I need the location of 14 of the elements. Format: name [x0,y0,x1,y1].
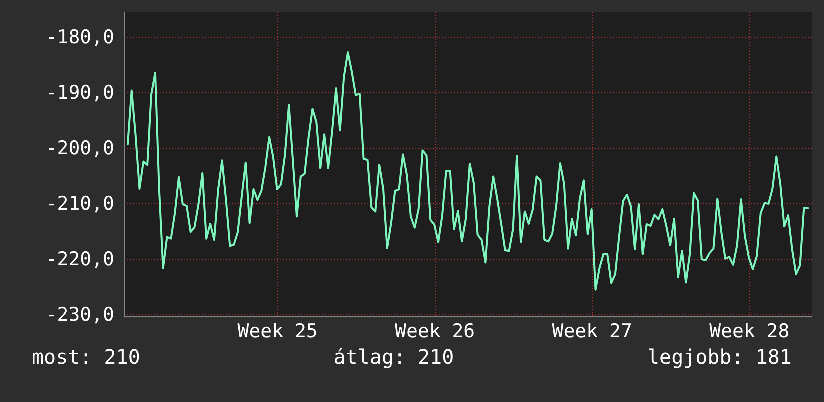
x-tick-label: Week 25 [238,320,318,342]
y-tick-label: -220,0 [46,248,114,270]
y-tick-label: -190,0 [46,82,114,104]
y-tick-label: -200,0 [46,137,114,160]
x-tick-label: Week 27 [552,320,632,342]
y-tick-label: -180,0 [46,26,114,48]
text: átlag: 210 [334,345,454,369]
text: most: 210 [32,345,140,369]
text: legjobb: 181 [647,345,792,369]
y-tick-label: -210,0 [46,192,114,215]
x-tick-label: Week 26 [395,320,476,342]
y-tick-label: -230,0 [46,304,114,326]
x-tick-label: Week 28 [710,320,790,342]
line-series [126,51,810,291]
